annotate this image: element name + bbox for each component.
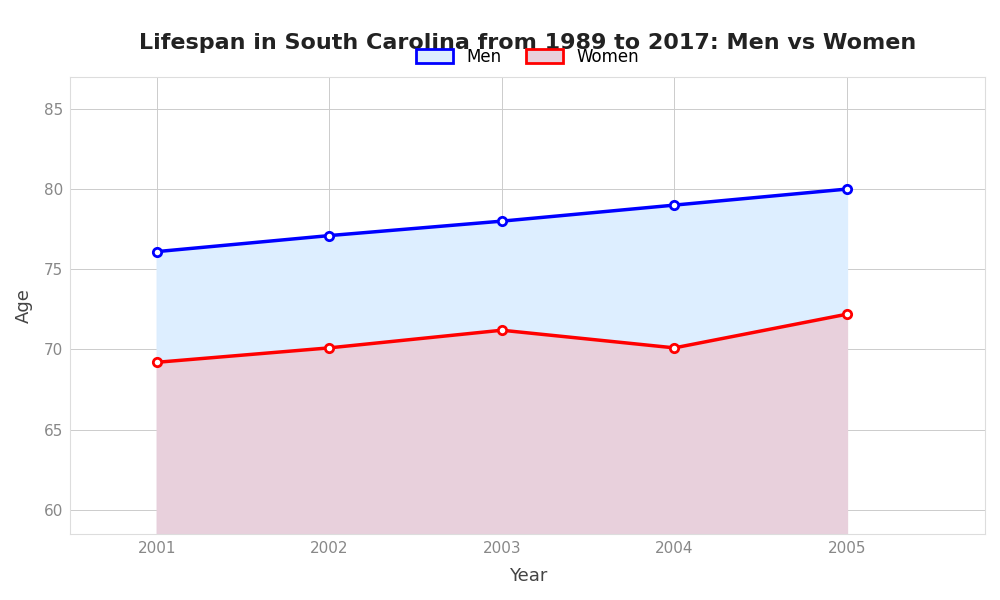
X-axis label: Year: Year bbox=[509, 567, 547, 585]
Legend: Men, Women: Men, Women bbox=[408, 40, 647, 74]
Y-axis label: Age: Age bbox=[15, 288, 33, 323]
Title: Lifespan in South Carolina from 1989 to 2017: Men vs Women: Lifespan in South Carolina from 1989 to … bbox=[139, 33, 916, 53]
